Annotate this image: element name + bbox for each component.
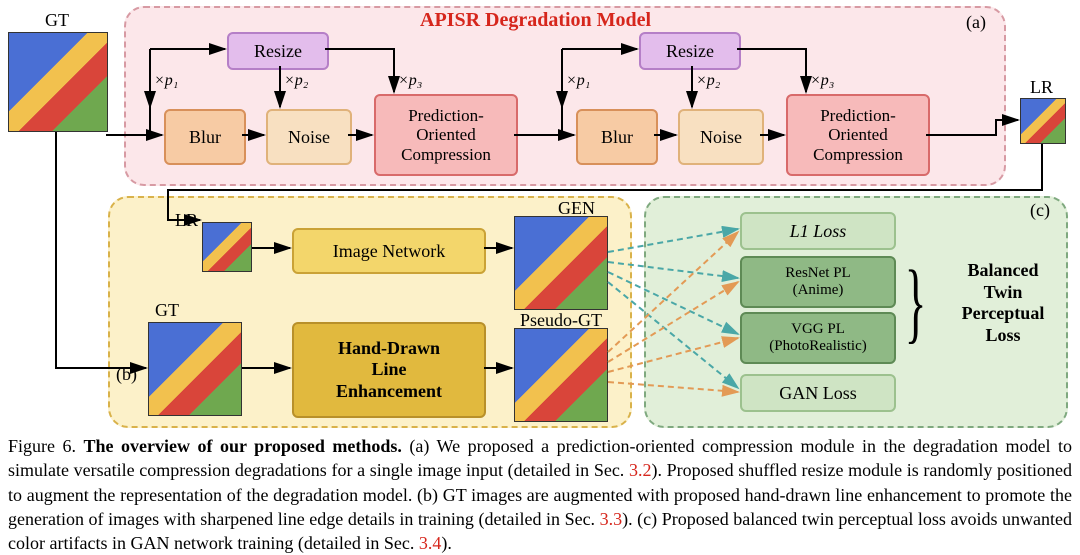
resnet-pl-label: ResNet PL (Anime) (785, 265, 850, 299)
panel-a-tag: (a) (966, 12, 986, 33)
compress-block-2: Prediction- Oriented Compression (786, 94, 930, 176)
brace-icon: } (905, 262, 927, 343)
compress-block-1: Prediction- Oriented Compression (374, 94, 518, 176)
resnet-pl-block: ResNet PL (Anime) (740, 256, 896, 308)
l1-loss-block: L1 Loss (740, 212, 896, 250)
gt-top-label: GT (45, 10, 69, 31)
caption-ref-3: 3.4 (419, 533, 442, 553)
noise-block-1: Noise (266, 109, 352, 165)
resize-block-2: Resize (639, 32, 741, 70)
blur-block-2: Blur (576, 109, 658, 165)
figure-caption: Figure 6. The overview of our proposed m… (8, 434, 1072, 555)
compress-1-label: Prediction- Oriented Compression (401, 106, 491, 165)
gan-loss-block: GAN Loss (740, 374, 896, 412)
lr-right-label: LR (1030, 77, 1053, 98)
gan-loss-label: GAN Loss (779, 383, 857, 404)
hand-drawn-line-block: Hand-Drawn Line Enhancement (292, 322, 486, 418)
blur-1-label: Blur (189, 127, 221, 148)
p3-label-2: ×p₃ (810, 72, 834, 90)
noise-2-label: Noise (700, 127, 742, 148)
pseudo-gt-image (514, 328, 608, 422)
gt-top-image (8, 32, 108, 132)
p2-label-2: ×p₂ (696, 72, 720, 90)
resize-1-label: Resize (254, 41, 302, 62)
caption-bold: The overview of our proposed methods. (84, 436, 402, 456)
lr-mid-image (202, 222, 252, 272)
gt-mid-image (148, 322, 242, 416)
p1-label-1: ×p₁ (154, 72, 178, 90)
caption-ref-1: 3.2 (629, 460, 652, 480)
gt-mid-label: GT (155, 300, 179, 321)
caption-t4: ). (441, 533, 452, 553)
lr-mid-label: LR (175, 210, 198, 231)
p2-label-1: ×p₂ (284, 72, 308, 90)
noise-block-2: Noise (678, 109, 764, 165)
caption-ref-2: 3.3 (600, 509, 623, 529)
l1-loss-label: L1 Loss (790, 221, 847, 242)
image-network-label: Image Network (333, 241, 445, 262)
hand-drawn-line-label: Hand-Drawn Line Enhancement (336, 338, 442, 403)
vgg-pl-label: VGG PL (PhotoRealistic) (769, 321, 867, 355)
panel-c-tag: (c) (1030, 200, 1050, 221)
noise-1-label: Noise (288, 127, 330, 148)
resize-block-1: Resize (227, 32, 329, 70)
gen-image (514, 216, 608, 310)
balanced-twin-label: Balanced Twin Perceptual Loss (948, 260, 1058, 346)
panel-a-title: APISR Degradation Model (420, 9, 651, 32)
lr-right-image (1020, 98, 1066, 144)
panel-b-tag: (b) (116, 364, 137, 385)
p3-label-1: ×p₃ (398, 72, 422, 90)
compress-2-label: Prediction- Oriented Compression (813, 106, 903, 165)
image-network-block: Image Network (292, 228, 486, 274)
p1-label-2: ×p₁ (566, 72, 590, 90)
caption-prefix: Figure 6. (8, 436, 84, 456)
vgg-pl-block: VGG PL (PhotoRealistic) (740, 312, 896, 364)
blur-2-label: Blur (601, 127, 633, 148)
blur-block-1: Blur (164, 109, 246, 165)
resize-2-label: Resize (666, 41, 714, 62)
